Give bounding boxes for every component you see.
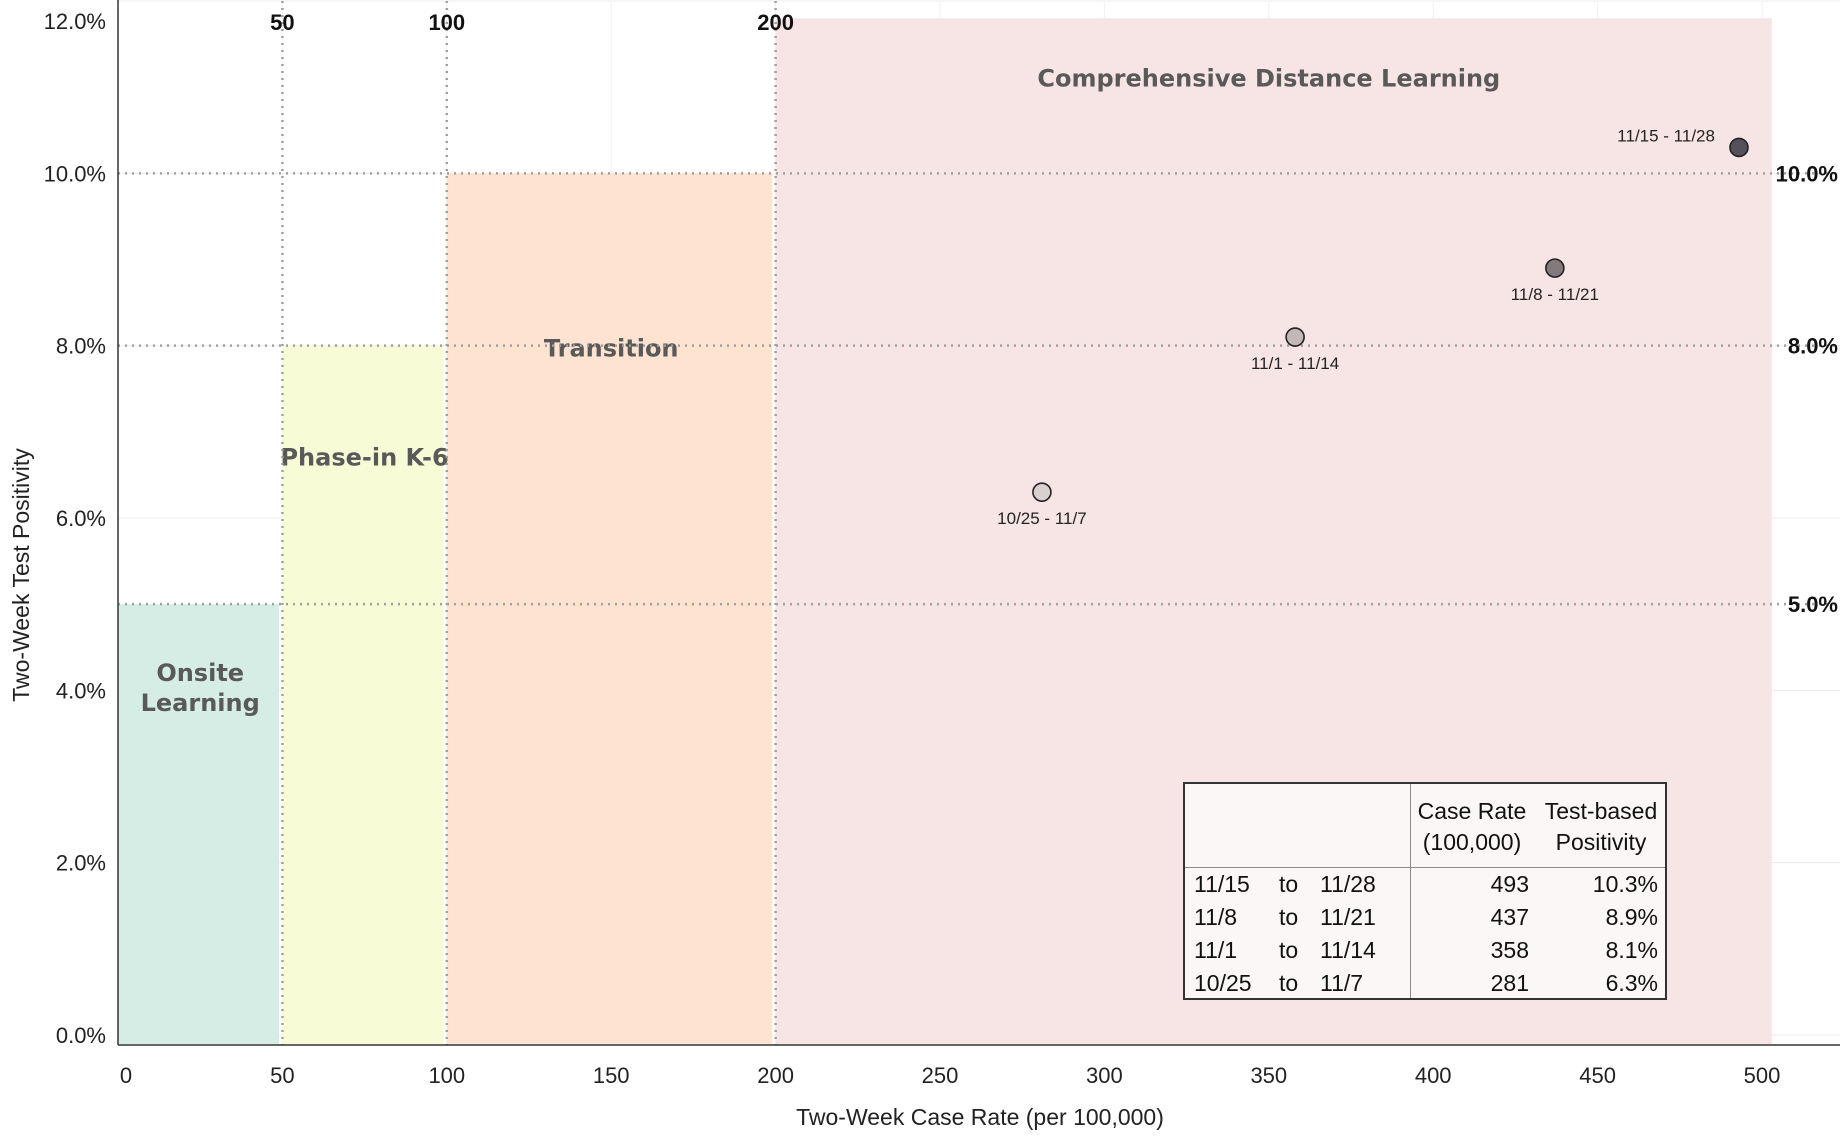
table-row: 11/8 to 11/21 437 8.9%: [1185, 901, 1665, 934]
x-tick-label: 100: [428, 1063, 465, 1088]
data-point-label: 10/25 - 11/7: [997, 509, 1086, 528]
row-start-date: 11/8: [1194, 904, 1238, 930]
reference-label-horizontal: 5.0%: [1788, 592, 1838, 617]
y-tick-label: 8.0%: [56, 334, 106, 359]
data-point: [1032, 482, 1052, 502]
positivity-header-line2: Positivity: [1555, 829, 1647, 855]
y-tick-label: 2.0%: [56, 851, 106, 876]
x-tick-label: 450: [1579, 1063, 1616, 1088]
row-case-rate: 281: [1490, 970, 1529, 996]
case-rate-header-line2: (100,000): [1422, 829, 1522, 855]
row-separator: to: [1279, 904, 1299, 930]
row-case-rate: 358: [1490, 937, 1529, 963]
row-end-date: 11/28: [1320, 871, 1376, 897]
x-tick-label: 350: [1250, 1063, 1287, 1088]
x-tick-label: 0: [120, 1063, 132, 1088]
row-end-date: 11/21: [1320, 904, 1376, 930]
zone-label: Onsite: [156, 659, 244, 687]
x-tick-label: 400: [1415, 1063, 1452, 1088]
row-start-date: 10/25: [1194, 970, 1252, 996]
data-point-label: 11/8 - 11/21: [1511, 285, 1599, 304]
row-start-date: 11/15: [1194, 871, 1250, 897]
data-point: [1545, 258, 1565, 278]
row-positivity: 8.9%: [1605, 904, 1658, 930]
row-separator: to: [1279, 937, 1299, 963]
y-tick-label: 12.0%: [44, 9, 106, 34]
x-tick-label: 200: [757, 1063, 794, 1088]
table-row: 10/25 to 11/7 281 6.3%: [1185, 967, 1665, 1000]
x-axis-title: Two-Week Case Rate (per 100,000): [796, 1104, 1164, 1130]
row-separator: to: [1279, 970, 1299, 996]
y-tick-label: 4.0%: [56, 678, 106, 703]
row-case-rate: 437: [1490, 904, 1529, 930]
summary-table: Case Rate (100,000) Test-based Positivit…: [1183, 782, 1667, 1000]
row-end-date: 11/14: [1320, 937, 1376, 963]
y-tick-label: 6.0%: [56, 506, 106, 531]
zone-label: Phase-in K-6: [280, 444, 448, 472]
x-tick-label: 500: [1744, 1063, 1781, 1088]
positivity-header: Test-based Positivity: [1535, 796, 1667, 858]
data-point-label: 11/1 - 11/14: [1251, 354, 1339, 373]
zone-transition: [446, 173, 773, 1045]
data-point: [1729, 137, 1749, 158]
x-tick-label: 50: [270, 1063, 294, 1088]
row-case-rate: 493: [1490, 871, 1529, 897]
x-tick-label: 300: [1086, 1063, 1123, 1088]
case-rate-header: Case Rate (100,000): [1410, 796, 1534, 858]
zone-phase-in: [282, 345, 444, 1045]
y-tick-label: 10.0%: [44, 161, 106, 186]
row-end-date: 11/7: [1320, 970, 1364, 996]
y-tick-label: 0.0%: [56, 1023, 106, 1048]
table-header: Case Rate (100,000) Test-based Positivit…: [1185, 784, 1665, 868]
y-axis-title: Two-Week Test Positivity: [8, 448, 34, 702]
zone-label: Transition: [544, 334, 679, 362]
table-row: 11/1 to 11/14 358 8.1%: [1185, 934, 1665, 967]
reference-label-horizontal: 8.0%: [1788, 334, 1838, 359]
reference-label-vertical: 100: [428, 10, 465, 35]
data-point-label: 11/15 - 11/28: [1617, 126, 1715, 145]
table-row: 11/15 to 11/28 493 10.3%: [1185, 868, 1665, 901]
zone-onsite-learning: [118, 604, 280, 1044]
x-tick-label: 150: [593, 1063, 630, 1088]
row-start-date: 11/1: [1194, 937, 1238, 963]
table-column-divider: [1410, 784, 1411, 998]
reference-label-horizontal: 10.0%: [1776, 161, 1838, 186]
reference-label-vertical: 200: [757, 10, 794, 35]
positivity-header-line1: Test-based: [1544, 798, 1658, 824]
row-positivity: 6.3%: [1605, 970, 1658, 996]
data-point: [1285, 327, 1305, 347]
reference-label-vertical: 50: [270, 10, 294, 35]
row-separator: to: [1279, 871, 1299, 897]
zone-label: Learning: [141, 689, 260, 717]
case-rate-header-line1: Case Rate: [1417, 798, 1527, 824]
row-positivity: 8.1%: [1605, 937, 1658, 963]
row-positivity: 10.3%: [1592, 871, 1658, 897]
zone-label: Comprehensive Distance Learning: [1037, 65, 1500, 93]
x-tick-label: 250: [922, 1063, 959, 1088]
